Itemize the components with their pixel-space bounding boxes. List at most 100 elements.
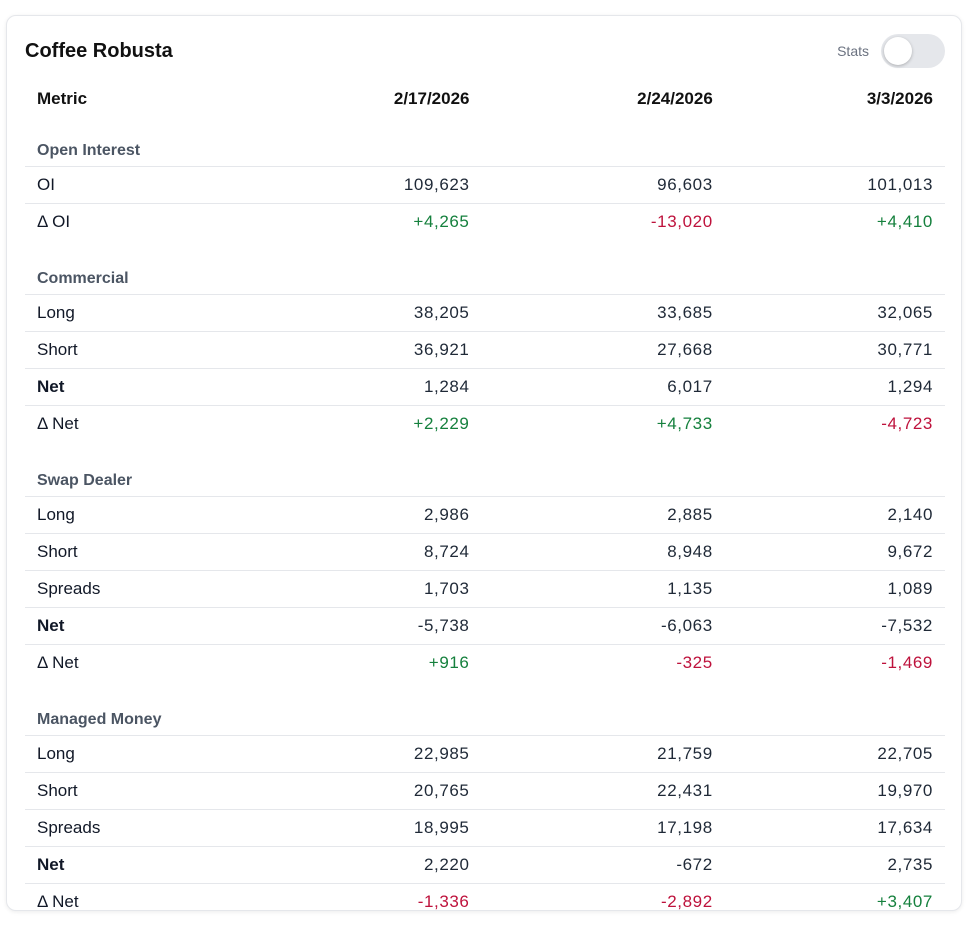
- cell-value: +4,733: [481, 405, 725, 442]
- cell-value: -1,469: [724, 644, 945, 681]
- card-title: Coffee Robusta: [25, 40, 173, 62]
- cell-value: 22,705: [724, 735, 945, 773]
- table-row: OI 109,623 96,603 101,013: [25, 166, 945, 204]
- cell-value: -2,892: [481, 883, 725, 920]
- row-label: Net: [25, 607, 239, 645]
- row-label: OI: [25, 166, 239, 204]
- cell-value: 2,885: [481, 496, 725, 534]
- cell-value: 33,685: [481, 294, 725, 332]
- table-row: Short 36,921 27,668 30,771: [25, 331, 945, 369]
- cell-value: 22,985: [238, 735, 482, 773]
- table-row: Short 8,724 8,948 9,672: [25, 533, 945, 571]
- row-label: Long: [25, 496, 239, 534]
- row-label: Δ Net: [25, 405, 239, 442]
- table-row: Δ Net +916 -325 -1,469: [25, 644, 945, 681]
- cell-value: 38,205: [238, 294, 482, 332]
- row-label: Spreads: [25, 570, 239, 608]
- cell-value: -325: [481, 644, 725, 681]
- table-row: Spreads 18,995 17,198 17,634: [25, 809, 945, 847]
- cell-value: +4,410: [724, 203, 945, 240]
- cell-value: 1,294: [724, 368, 945, 406]
- row-label: Δ OI: [25, 203, 239, 240]
- cell-value: 8,948: [481, 533, 725, 571]
- row-label: Net: [25, 368, 239, 406]
- section-title: Managed Money: [37, 711, 162, 728]
- cell-value: 96,603: [481, 166, 725, 204]
- cell-value: 9,672: [724, 533, 945, 571]
- table-row: Net 2,220 -672 2,735: [25, 846, 945, 884]
- cell-value: +916: [238, 644, 482, 681]
- cell-value: 20,765: [238, 772, 482, 810]
- cell-value: 36,921: [238, 331, 482, 369]
- table-body: Open Interest OI 109,623 96,603 101,013 Δ OI +…: [25, 114, 945, 920]
- table-row: Spreads 1,703 1,135 1,089: [25, 570, 945, 608]
- cell-value: +3,407: [724, 883, 945, 920]
- cot-table: Metric 2/17/2026 2/24/2026 3/3/2026 Open…: [25, 84, 945, 920]
- section-header-row: Swap Dealer: [25, 442, 945, 497]
- cell-value: +4,265: [238, 203, 482, 240]
- table-row: Net -5,738 -6,063 -7,532: [25, 607, 945, 645]
- cell-value: 22,431: [481, 772, 725, 810]
- column-header-date: 2/17/2026: [393, 89, 470, 108]
- row-label: Short: [25, 772, 239, 810]
- cell-value: -672: [481, 846, 725, 884]
- table-row: Long 22,985 21,759 22,705: [25, 735, 945, 773]
- section-title: Open Interest: [37, 142, 141, 159]
- cell-value: 19,970: [724, 772, 945, 810]
- cell-value: 6,017: [481, 368, 725, 406]
- cell-value: 18,995: [238, 809, 482, 847]
- row-label: Spreads: [25, 809, 239, 847]
- section-header-row: Commercial: [25, 240, 945, 295]
- cell-value: 1,703: [238, 570, 482, 608]
- cell-value: -1,336: [238, 883, 482, 920]
- row-label: Net: [25, 846, 239, 884]
- section-title: Swap Dealer: [37, 472, 133, 489]
- column-header-metric: Metric: [37, 89, 88, 108]
- cell-value: -13,020: [481, 203, 725, 240]
- cell-value: -4,723: [724, 405, 945, 442]
- cell-value: 2,986: [238, 496, 482, 534]
- stats-toggle[interactable]: [881, 34, 945, 68]
- cell-value: -7,532: [724, 607, 945, 645]
- section-header-row: Open Interest: [25, 114, 945, 167]
- row-label: Δ Net: [25, 883, 239, 920]
- cell-value: 30,771: [724, 331, 945, 369]
- table-row: Net 1,284 6,017 1,294: [25, 368, 945, 406]
- section-title: Commercial: [37, 270, 129, 287]
- row-label: Long: [25, 294, 239, 332]
- table-row: Δ OI +4,265 -13,020 +4,410: [25, 203, 945, 240]
- table-header-row: Metric 2/17/2026 2/24/2026 3/3/2026: [25, 84, 945, 114]
- cell-value: 27,668: [481, 331, 725, 369]
- cell-value: 21,759: [481, 735, 725, 773]
- cell-value: 17,198: [481, 809, 725, 847]
- cell-value: 109,623: [238, 166, 482, 204]
- table-row: Long 38,205 33,685 32,065: [25, 294, 945, 332]
- cell-value: 17,634: [724, 809, 945, 847]
- cell-value: -5,738: [238, 607, 482, 645]
- cell-value: +2,229: [238, 405, 482, 442]
- cell-value: 8,724: [238, 533, 482, 571]
- section-header-row: Managed Money: [25, 681, 945, 736]
- cell-value: 2,735: [724, 846, 945, 884]
- stats-control: Stats: [837, 34, 945, 68]
- cell-value: 2,220: [238, 846, 482, 884]
- table-row: Δ Net +2,229 +4,733 -4,723: [25, 405, 945, 442]
- cell-value: 32,065: [724, 294, 945, 332]
- toggle-knob: [884, 37, 912, 65]
- cell-value: 1,089: [724, 570, 945, 608]
- cell-value: 2,140: [724, 496, 945, 534]
- table-row: Long 2,986 2,885 2,140: [25, 496, 945, 534]
- row-label: Short: [25, 331, 239, 369]
- cell-value: -6,063: [481, 607, 725, 645]
- cell-value: 101,013: [724, 166, 945, 204]
- column-header-date: 2/24/2026: [637, 89, 713, 108]
- row-label: Δ Net: [25, 644, 239, 681]
- column-header-date: 3/3/2026: [866, 89, 933, 108]
- row-label: Long: [25, 735, 239, 773]
- table-row: Short 20,765 22,431 19,970: [25, 772, 945, 810]
- table-row: Δ Net -1,336 -2,892 +3,407: [25, 883, 945, 920]
- cell-value: 1,284: [238, 368, 482, 406]
- stats-label: Stats: [837, 43, 869, 59]
- cot-card: Coffee Robusta Stats Metric 2/17/2026 2/…: [6, 15, 962, 920]
- cell-value: 1,135: [481, 570, 725, 608]
